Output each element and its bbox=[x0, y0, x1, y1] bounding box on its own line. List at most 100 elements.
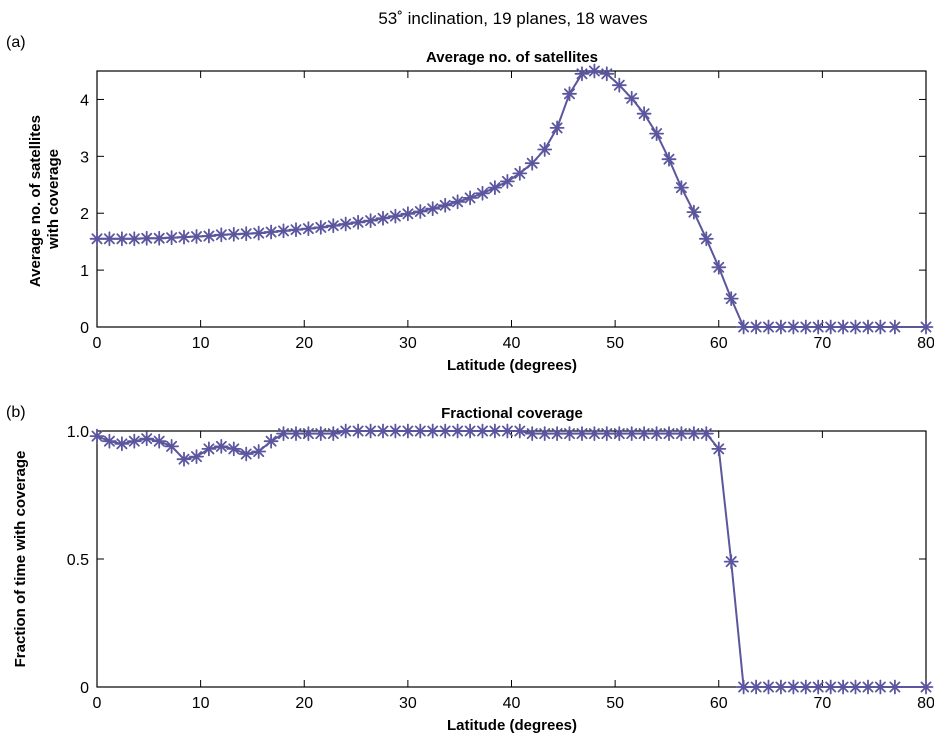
y-axis-label-line-1: Fraction of time with coverage bbox=[12, 451, 29, 668]
data-point bbox=[363, 423, 379, 439]
data-point bbox=[189, 449, 204, 465]
data-point bbox=[462, 423, 478, 439]
data-point bbox=[139, 230, 155, 246]
data-point bbox=[437, 197, 453, 213]
data-point bbox=[350, 423, 366, 439]
ticks: 0 10 20 30 40 50 60 70 80 0 1 2 3 4 bbox=[80, 71, 934, 352]
data-point bbox=[661, 426, 677, 442]
data-point bbox=[918, 319, 934, 335]
data-point bbox=[375, 423, 391, 439]
axes-title: Fractional coverage bbox=[441, 405, 583, 422]
data-point bbox=[350, 214, 366, 230]
data-point bbox=[151, 230, 167, 246]
data-point bbox=[126, 433, 142, 449]
panel-a: (a) Average no. of satellites 0 10 20 30 40 5… bbox=[6, 34, 934, 374]
data-point bbox=[798, 679, 814, 695]
data-point bbox=[835, 319, 851, 335]
panel-b: (b) Fractional coverage 0 10 20 30 40 50 60 70 8… bbox=[6, 404, 934, 734]
x-tick-label: 10 bbox=[192, 695, 210, 712]
data-point bbox=[226, 226, 242, 242]
data-point bbox=[387, 423, 403, 439]
data-point bbox=[300, 221, 316, 237]
data-point bbox=[748, 319, 764, 335]
data-point bbox=[114, 231, 130, 247]
x-axis-label: Latitude (degrees) bbox=[447, 717, 577, 734]
data-point bbox=[798, 319, 814, 335]
data-point bbox=[611, 426, 627, 442]
x-tick-label: 20 bbox=[295, 695, 313, 712]
x-tick-label: 0 bbox=[93, 695, 102, 712]
data-point bbox=[89, 231, 105, 247]
x-tick-label: 70 bbox=[813, 695, 831, 712]
data-point bbox=[201, 228, 217, 244]
data-point bbox=[375, 210, 391, 226]
y-tick-label: 1 bbox=[80, 263, 89, 280]
x-tick-label: 30 bbox=[399, 695, 417, 712]
data-point bbox=[835, 679, 851, 695]
ticks: 0 10 20 30 40 50 60 70 80 0 0.5 1.0 bbox=[67, 424, 934, 712]
data-point bbox=[599, 426, 615, 442]
data-point bbox=[325, 426, 341, 442]
data-point bbox=[338, 216, 354, 232]
data-point bbox=[574, 66, 590, 82]
x-axis-label: Latitude (degrees) bbox=[447, 357, 577, 374]
data-point bbox=[810, 319, 826, 335]
data-point bbox=[549, 426, 565, 442]
data-point bbox=[649, 426, 664, 442]
data-point bbox=[400, 423, 416, 439]
data-point bbox=[860, 679, 876, 695]
data-series bbox=[89, 63, 934, 335]
data-point bbox=[761, 319, 776, 335]
data-point bbox=[748, 679, 764, 695]
x-tick-label: 30 bbox=[399, 335, 417, 352]
x-tick-label: 80 bbox=[917, 695, 934, 712]
data-point bbox=[686, 426, 702, 442]
x-tick-label: 40 bbox=[503, 335, 521, 352]
data-point bbox=[599, 66, 615, 82]
data-point bbox=[587, 63, 602, 79]
x-tick-label: 60 bbox=[710, 695, 728, 712]
data-point bbox=[698, 426, 714, 442]
data-point bbox=[512, 165, 528, 181]
data-point bbox=[848, 319, 863, 335]
data-point bbox=[412, 204, 428, 219]
data-point bbox=[251, 225, 267, 241]
data-point bbox=[338, 423, 354, 439]
data-point bbox=[387, 208, 403, 224]
data-point bbox=[512, 423, 528, 439]
data-point bbox=[698, 231, 714, 247]
data-point bbox=[151, 433, 167, 449]
data-point bbox=[661, 151, 677, 167]
data-point bbox=[213, 438, 229, 454]
data-point bbox=[313, 219, 329, 235]
data-point bbox=[810, 679, 826, 695]
data-point bbox=[201, 441, 217, 457]
data-point bbox=[761, 679, 776, 695]
data-point bbox=[176, 451, 192, 467]
data-point bbox=[276, 426, 291, 442]
data-point bbox=[263, 224, 279, 240]
data-point bbox=[773, 679, 789, 695]
data-point bbox=[674, 426, 689, 442]
data-point bbox=[462, 190, 478, 206]
data-point bbox=[400, 206, 416, 222]
data-point bbox=[487, 423, 503, 439]
data-point bbox=[263, 433, 279, 449]
data-point bbox=[487, 180, 503, 196]
data-point bbox=[786, 679, 801, 695]
y-tick-label: 0.5 bbox=[67, 552, 89, 569]
y-tick-label: 0 bbox=[80, 320, 89, 337]
plot-area bbox=[96, 70, 927, 328]
data-point bbox=[300, 426, 316, 442]
data-point bbox=[873, 319, 888, 335]
data-point bbox=[887, 679, 903, 695]
y-axis-label-line-2: with coverage bbox=[45, 149, 62, 250]
data-point bbox=[524, 155, 540, 171]
data-point bbox=[736, 679, 751, 695]
axes-title: Average no. of satellites bbox=[426, 49, 598, 66]
data-point bbox=[499, 423, 515, 439]
data-point bbox=[499, 173, 515, 189]
series-line bbox=[97, 69, 926, 328]
data-point bbox=[786, 319, 801, 335]
